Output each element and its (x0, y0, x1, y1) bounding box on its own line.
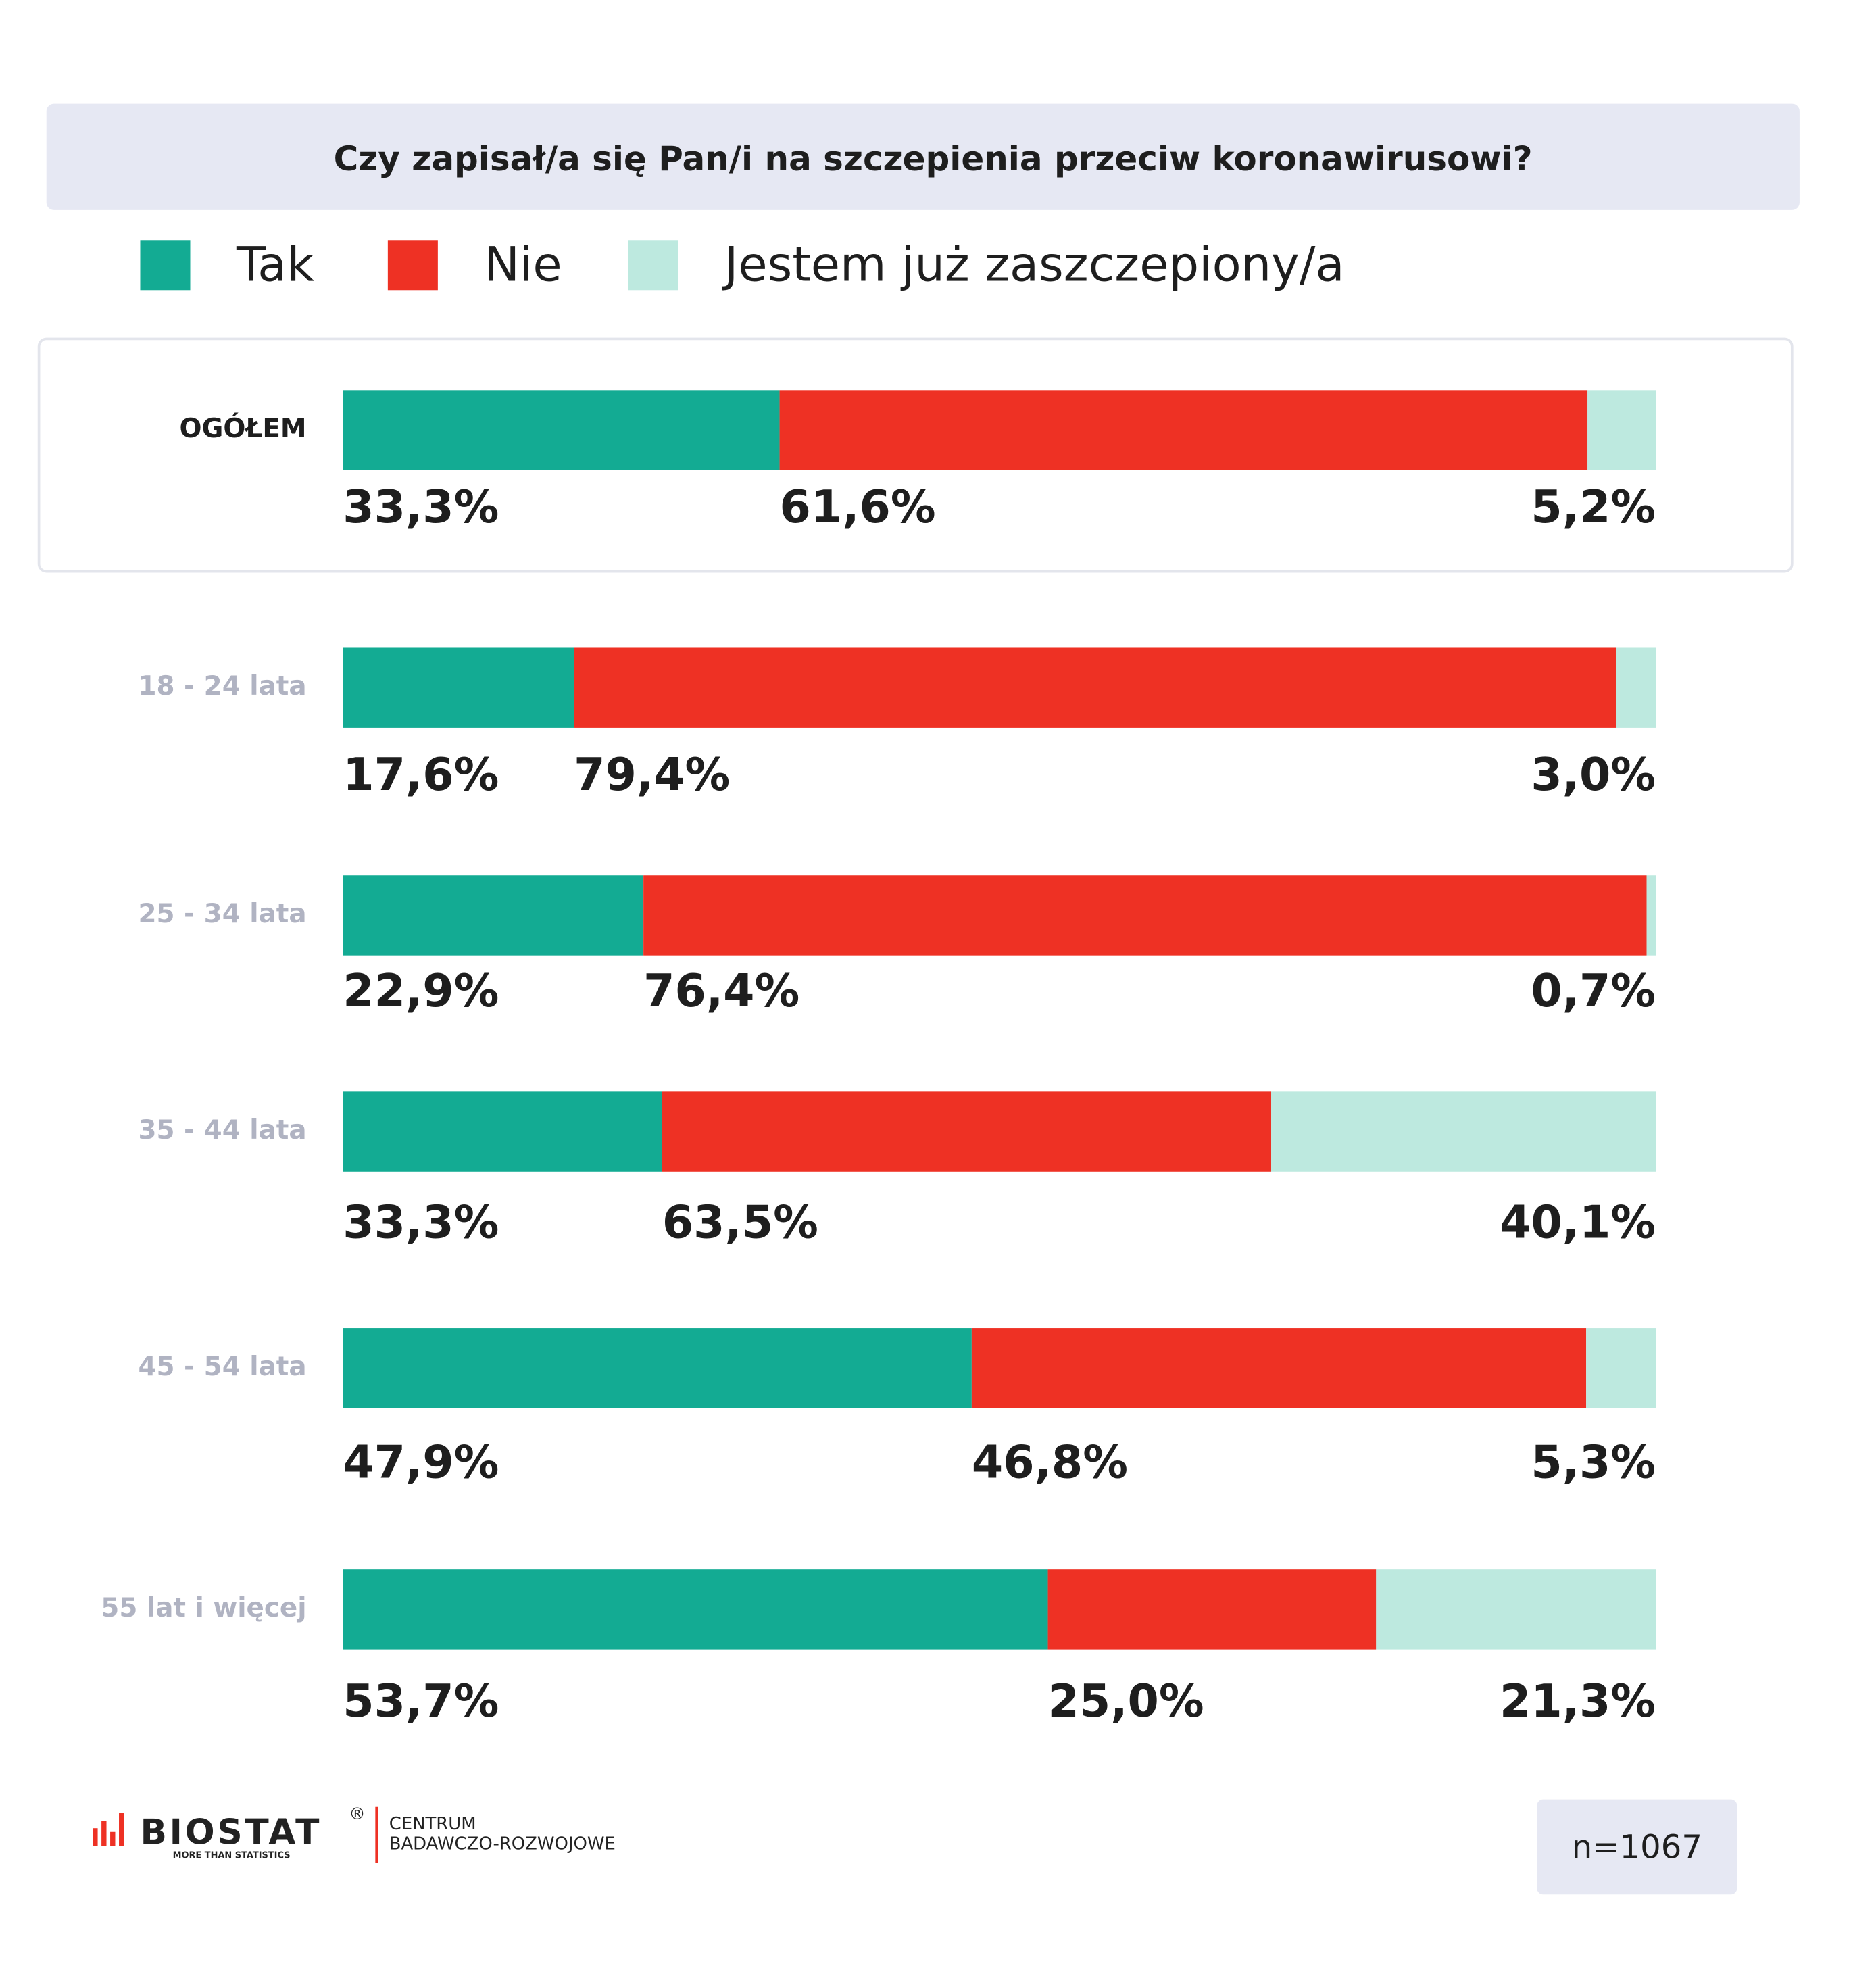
row-label: 55 lat i więcej (101, 1593, 306, 1623)
legend-swatch (140, 240, 191, 291)
value-label: 5,2% (1531, 480, 1656, 533)
bar-segment (343, 1328, 972, 1408)
value-label: 53,7% (343, 1675, 499, 1727)
value-label: 33,3% (343, 1195, 499, 1248)
value-label: 47,9% (343, 1436, 499, 1489)
bar-segment (1587, 390, 1656, 470)
logo-bar (110, 1831, 116, 1846)
bar-segment (343, 647, 574, 728)
bar-segment (1047, 1569, 1377, 1650)
legend-label: Tak (236, 237, 314, 292)
value-label: 0,7% (1531, 964, 1656, 1017)
value-label: 5,3% (1531, 1436, 1656, 1489)
unit-line: BADAWCZO-ROZWOJOWE (389, 1834, 616, 1854)
legend-swatch (628, 240, 678, 291)
bar-segment (343, 875, 644, 956)
row-label: 45 - 54 lata (138, 1352, 306, 1382)
legend-swatch (387, 240, 438, 291)
value-label: 22,9% (343, 964, 499, 1017)
value-label: 76,4% (643, 964, 799, 1017)
bar-segment (779, 390, 1588, 470)
bar-segment (574, 647, 1616, 728)
bar-segment (1616, 647, 1656, 728)
bar-segment (1646, 875, 1656, 956)
legend-label: Nie (484, 237, 562, 292)
value-label: 79,4% (574, 748, 730, 801)
row-label: 18 - 24 lata (138, 671, 306, 701)
logo-bar (93, 1828, 98, 1846)
value-label: 17,6% (343, 748, 499, 801)
bar-segment (1271, 1091, 1656, 1172)
value-label: 25,0% (1048, 1675, 1204, 1727)
value-label: 61,6% (780, 480, 936, 533)
bar-segment (662, 1091, 1272, 1172)
bar-segment (643, 875, 1647, 956)
row-label: OGÓŁEM (180, 412, 307, 444)
logo-bar (101, 1821, 107, 1846)
logo-bar (119, 1813, 124, 1846)
row-label: 35 - 44 lata (138, 1115, 306, 1145)
brand: BIOSTAT (140, 1812, 322, 1852)
registered: ® (349, 1804, 365, 1823)
legend-label: Jestem już zaszczepiony/a (722, 237, 1345, 292)
value-label: 46,8% (972, 1436, 1128, 1489)
bar-segment (343, 390, 780, 470)
tagline: MORE THAN STATISTICS (173, 1850, 291, 1860)
value-label: 33,3% (343, 480, 499, 533)
row-label: 25 - 34 lata (138, 899, 306, 929)
unit-line: CENTRUM (389, 1814, 476, 1834)
highlight-box (37, 337, 1794, 573)
footer: BIOSTAT ® MORE THAN STATISTICS CENTRUM B… (93, 1799, 1737, 1895)
bar-segment (343, 1569, 1048, 1650)
value-label: 40,1% (1500, 1195, 1656, 1248)
bar-segment (343, 1091, 662, 1172)
bar-segment (1586, 1328, 1656, 1408)
value-label: 63,5% (662, 1195, 818, 1248)
bar-segment (1376, 1569, 1656, 1650)
bar-segment (971, 1328, 1587, 1408)
sample-size: n=1067 (1572, 1829, 1702, 1867)
value-label: 21,3% (1500, 1675, 1656, 1727)
sample-box (1537, 1799, 1737, 1895)
chart-title: Czy zapisał/a się Pan/i na szczepienia p… (334, 139, 1533, 178)
plot: Tak Nie Jestem już zaszczepiony/a OGÓŁEM 33,… (101, 237, 1656, 1727)
value-label: 3,0% (1531, 748, 1656, 801)
title-box (46, 103, 1800, 210)
